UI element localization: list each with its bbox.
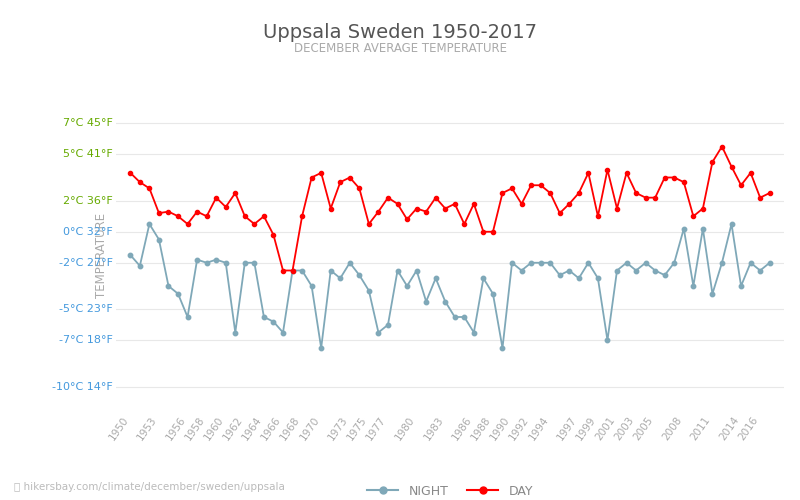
Legend: NIGHT, DAY: NIGHT, DAY (362, 480, 538, 500)
Text: Uppsala Sweden 1950-2017: Uppsala Sweden 1950-2017 (263, 22, 537, 42)
Text: DECEMBER AVERAGE TEMPERATURE: DECEMBER AVERAGE TEMPERATURE (294, 42, 506, 56)
Text: 7°C 45°F: 7°C 45°F (62, 118, 113, 128)
Text: 5°C 41°F: 5°C 41°F (63, 149, 113, 159)
Y-axis label: TEMPERATURE: TEMPERATURE (95, 212, 108, 298)
Text: -10°C 14°F: -10°C 14°F (52, 382, 113, 392)
Text: 2°C 36°F: 2°C 36°F (63, 196, 113, 206)
Text: ⭕ hikersbay.com/climate/december/sweden/uppsala: ⭕ hikersbay.com/climate/december/sweden/… (14, 482, 286, 492)
Text: -7°C 18°F: -7°C 18°F (58, 335, 113, 345)
Text: -5°C 23°F: -5°C 23°F (59, 304, 113, 314)
Text: -2°C 27°F: -2°C 27°F (58, 258, 113, 268)
Text: 0°C 32°F: 0°C 32°F (63, 227, 113, 237)
